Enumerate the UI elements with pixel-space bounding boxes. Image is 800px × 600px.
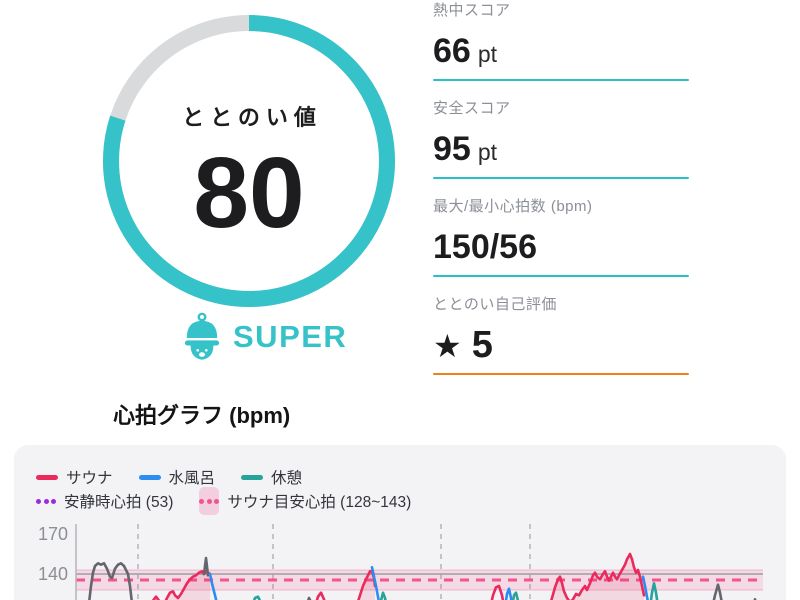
stat-label: 熱中スコア bbox=[433, 2, 511, 19]
stat-self-rating: ととのい自己評価 ★ 5 bbox=[433, 295, 689, 375]
stat-value: 150/56 bbox=[433, 228, 537, 266]
stat-underline bbox=[433, 79, 689, 81]
legend-item-water-bath: 水風呂 bbox=[138, 466, 215, 488]
stat-value: 66 bbox=[433, 32, 471, 70]
svg-text:140: 140 bbox=[38, 564, 68, 584]
rest-line-swatch bbox=[241, 474, 264, 480]
resting-hr-dots-swatch bbox=[36, 498, 56, 504]
gauge-progress-ring bbox=[103, 15, 395, 307]
legend-item-resting-hr: 安静時心拍 (53) bbox=[36, 490, 173, 512]
chart-legend: サウナ 水風呂 休憩 安静時心拍 (53) サウナ目安心拍 bbox=[36, 465, 411, 515]
gauge-value: 80 bbox=[193, 137, 305, 249]
gauge-ring bbox=[103, 15, 395, 307]
stat-underline bbox=[433, 275, 689, 277]
stat-unit: pt bbox=[477, 41, 498, 67]
sauna-hat-icon bbox=[184, 312, 220, 360]
sauna-line-swatch bbox=[36, 474, 58, 480]
water-line-swatch bbox=[138, 474, 161, 480]
badge-text: SUPER bbox=[233, 319, 348, 354]
heart-rate-chart-card: 170 140 サウナ 水風呂 休憩 安静時心拍 (53 bbox=[14, 445, 786, 600]
stat-underline bbox=[433, 373, 689, 375]
chart-heading: 心拍グラフ (bpm) bbox=[113, 403, 291, 428]
star-icon: ★ bbox=[433, 328, 462, 364]
legend-item-target-hr: サウナ目安心拍 (128~143) bbox=[199, 487, 411, 515]
stat-unit: pt bbox=[477, 139, 498, 165]
stat-label: 安全スコア bbox=[433, 100, 511, 117]
stat-label: 最大/最小心拍数 (bpm) bbox=[433, 198, 593, 215]
gauge-title: ととのい値 bbox=[182, 105, 322, 130]
stat-value: 95 bbox=[433, 130, 471, 168]
stat-underline bbox=[433, 177, 689, 179]
totonoi-gauge: ととのい値 80 bbox=[102, 14, 396, 308]
stat-heat-score: 熱中スコア 66 pt bbox=[433, 1, 689, 81]
stat-label: ととのい自己評価 bbox=[433, 296, 557, 313]
target-hr-band-swatch bbox=[199, 487, 220, 515]
legend-item-rest: 休憩 bbox=[241, 466, 302, 488]
svg-text:170: 170 bbox=[38, 524, 68, 544]
stat-safety-score: 安全スコア 95 pt bbox=[433, 99, 689, 179]
result-badge: SUPER bbox=[183, 312, 347, 362]
legend-item-sauna: サウナ bbox=[36, 466, 113, 488]
heart-rate-chart: 170 140 bbox=[38, 524, 763, 600]
stat-value: 5 bbox=[471, 324, 493, 366]
stat-max-min-hr: 最大/最小心拍数 (bpm) 150/56 bbox=[433, 197, 689, 277]
